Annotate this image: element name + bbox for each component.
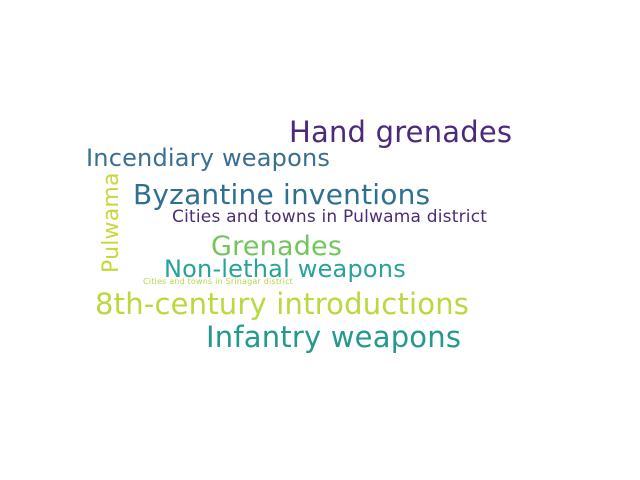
word-pulwama: Pulwama [99, 172, 124, 273]
word-grenades: Grenades [211, 231, 343, 262]
word-cities-towns-pulwama-district: Cities and towns in Pulwama district [172, 207, 488, 227]
word-non-lethal-weapons: Non-lethal weapons [164, 255, 406, 283]
word-byzantine-inventions: Byzantine inventions [133, 178, 431, 211]
word-cities-towns-srinagar-district: Cities and towns in Srinagar district [143, 277, 294, 286]
word-infantry-weapons: Infantry weapons [206, 320, 462, 354]
word-8th-century-introductions: 8th-century introductions [95, 287, 470, 321]
word-incendiary-weapons: Incendiary weapons [86, 144, 331, 172]
word-hand-grenades: Hand grenades [289, 115, 513, 149]
